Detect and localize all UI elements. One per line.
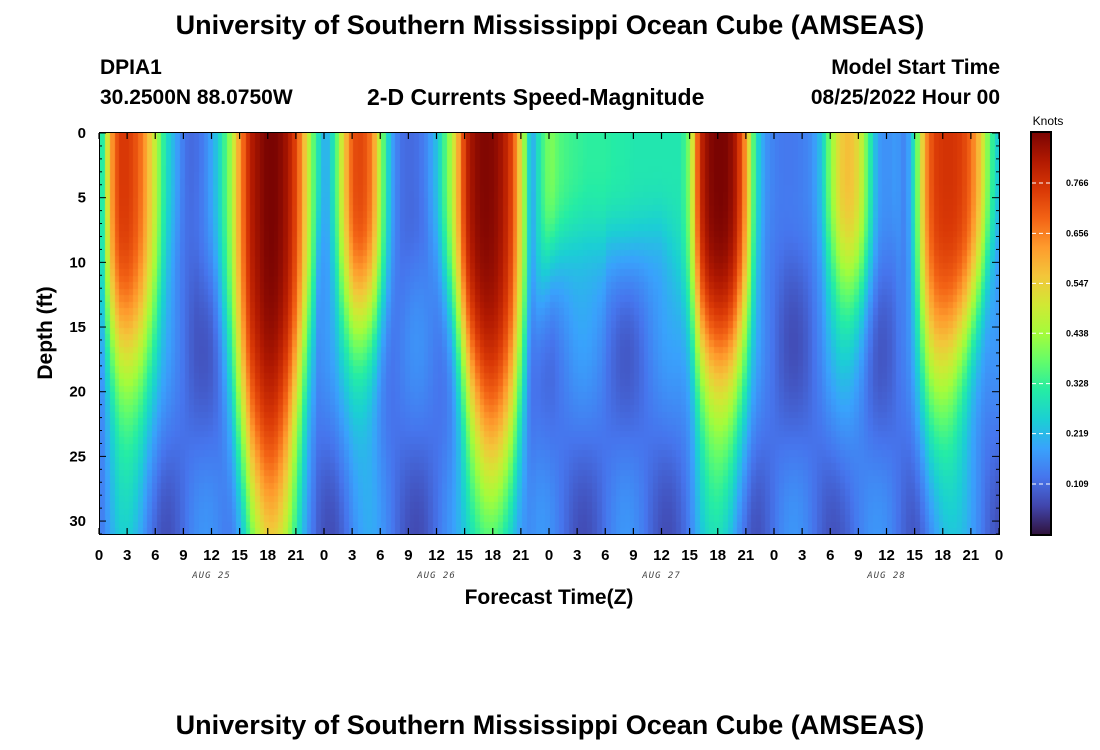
x-tick-label: 18	[709, 547, 726, 564]
footer-title: University of Southern Mississippi Ocean…	[175, 710, 925, 740]
heatmap-plot-area	[99, 132, 1000, 535]
heatmap-canvas	[100, 133, 999, 534]
x-tick-label: 18	[259, 547, 276, 564]
model-start-label: Model Start Time	[831, 56, 1000, 79]
y-tick-label: 5	[78, 190, 86, 207]
x-tick-label: 0	[995, 547, 1003, 564]
y-tick-label: 15	[69, 319, 86, 336]
x-tick-label: 18	[484, 547, 501, 564]
x-tick-label: 12	[878, 547, 895, 564]
y-axis-title: Depth (ft)	[34, 286, 57, 379]
colorbar-tick-label: 0.438	[1066, 328, 1089, 338]
y-tick-label: 0	[78, 125, 86, 142]
day-label: AUG 27	[641, 571, 681, 581]
x-tick-label: 15	[906, 547, 923, 564]
x-tick-label: 0	[770, 547, 778, 564]
plot-title: 2-D Currents Speed-Magnitude	[367, 84, 705, 110]
x-tick-label: 0	[95, 547, 103, 564]
x-tick-label: 15	[456, 547, 473, 564]
colorbar-unit-label: Knots	[1033, 114, 1064, 128]
x-tick-label: 18	[934, 547, 951, 564]
x-tick-label: 3	[573, 547, 581, 564]
x-tick-label: 9	[404, 547, 412, 564]
x-tick-label: 9	[629, 547, 637, 564]
x-tick-label: 9	[854, 547, 862, 564]
colorbar-tick-label: 0.656	[1066, 228, 1089, 238]
x-axis-title: Forecast Time(Z)	[465, 586, 634, 609]
station-id: DPIA1	[100, 56, 162, 79]
x-axis: 0 3 6 9 12 15 18 21 0 3 6 9 12 15 18 21 0 3 6 9 12 15 18 21 0 3 6 9…	[95, 133, 1003, 581]
day-label: AUG 28	[866, 571, 906, 581]
x-tick-label: 0	[545, 547, 553, 564]
colorbar-tick-label: 0.109	[1066, 479, 1089, 489]
x-tick-label: 15	[681, 547, 698, 564]
colorbar-tick-label: 0.766	[1066, 178, 1089, 188]
x-tick-label: 6	[151, 547, 159, 564]
x-tick-label: 21	[963, 547, 980, 564]
colorbar-tick-label: 0.328	[1066, 379, 1089, 389]
x-tick-label: 15	[231, 547, 248, 564]
x-tick-label: 21	[513, 547, 530, 564]
colorbar-tick-label: 0.547	[1066, 278, 1089, 288]
chart-title: University of Southern Mississippi Ocean…	[175, 10, 925, 40]
x-tick-label: 9	[179, 547, 187, 564]
colorbar-ticks: 0.766 0.656 0.547 0.438 0.328 0.219 0.109	[1032, 178, 1089, 489]
x-tick-label: 12	[653, 547, 670, 564]
station-coords: 30.2500N 88.0750W	[100, 86, 293, 109]
x-tick-label: 3	[348, 547, 356, 564]
y-tick-label: 20	[69, 384, 86, 401]
x-tick-label: 21	[738, 547, 755, 564]
x-tick-label: 21	[288, 547, 305, 564]
y-tick-label: 25	[69, 448, 86, 465]
x-tick-label: 12	[203, 547, 220, 564]
model-start-value: 08/25/2022 Hour 00	[810, 86, 1000, 109]
x-tick-label: 3	[123, 547, 131, 564]
x-tick-label: 0	[320, 547, 328, 564]
colorbar-tick-label: 0.219	[1066, 429, 1089, 439]
x-tick-label: 6	[376, 547, 384, 564]
x-tick-label: 6	[826, 547, 834, 564]
x-tick-label: 6	[601, 547, 609, 564]
y-tick-label: 10	[69, 254, 86, 271]
x-tick-label: 12	[428, 547, 445, 564]
y-tick-label: 30	[69, 513, 86, 530]
day-label: AUG 25	[191, 571, 231, 581]
day-label: AUG 26	[416, 571, 456, 581]
y-axis: 0 5 10 15 20 25 30	[69, 125, 999, 535]
x-tick-label: 3	[798, 547, 806, 564]
